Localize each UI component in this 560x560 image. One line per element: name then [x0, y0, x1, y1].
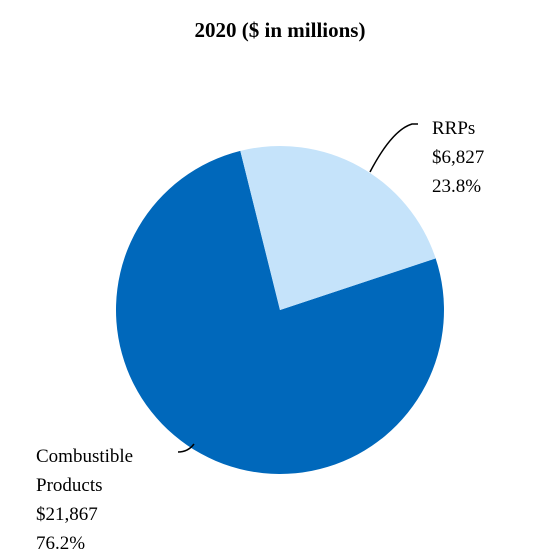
label-combustible-name-line2: Products [36, 475, 103, 496]
leader-line-combustible-products [177, 443, 195, 453]
label-rrps: RRPs $6,827 23.8% [432, 114, 484, 201]
slice-combustible-products [115, 150, 444, 474]
label-rrps-value: $6,827 [432, 147, 485, 168]
label-combustible-percent: 76.2% [36, 533, 86, 554]
label-rrps-name: RRPs [432, 118, 476, 139]
label-combustible-products: Combustible Products $21,867 76.2% [36, 442, 133, 558]
slice-rrps [240, 145, 436, 310]
label-combustible-name-line1: Combustible [36, 446, 134, 467]
chart-title: 2020 ($ in millions) [194, 18, 366, 42]
label-rrps-percent: 23.8% [432, 176, 482, 197]
label-combustible-value: $21,867 [36, 504, 98, 525]
leader-line-rrps [369, 123, 418, 173]
